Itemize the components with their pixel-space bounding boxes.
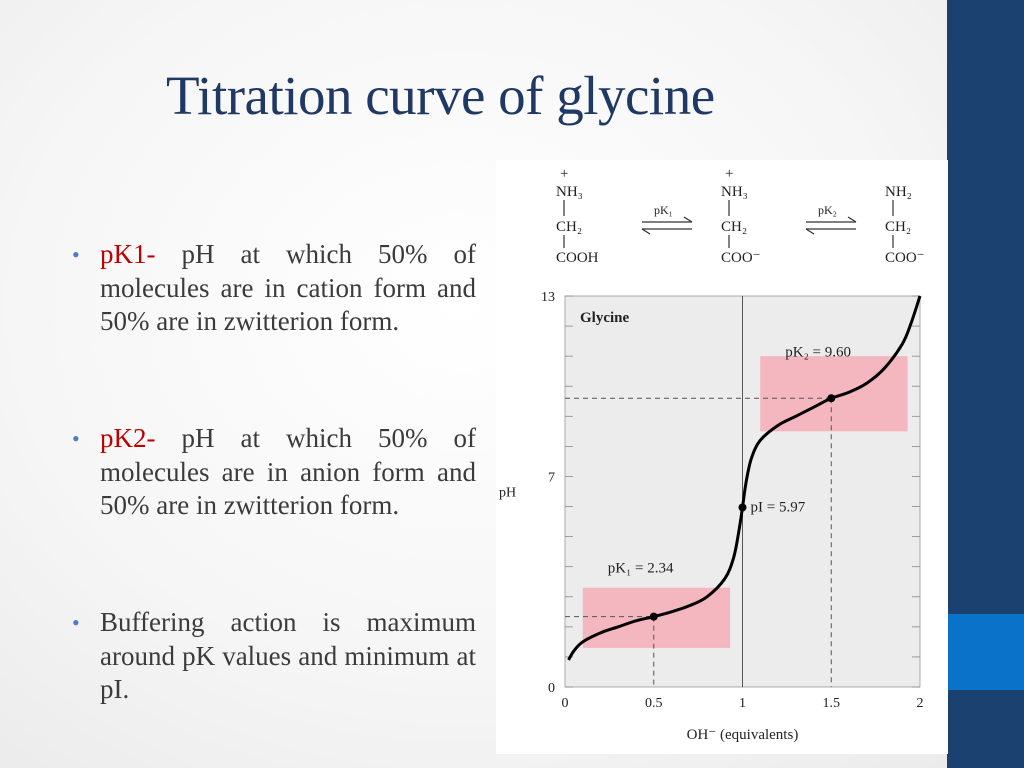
amine-label: NH₃ [556,184,583,200]
charge-label: + [560,166,568,182]
bullet-dash: - [146,423,156,453]
methylene-label: CH₂ [885,219,911,235]
bullet-dot-icon: • [72,426,80,451]
marker-point [827,394,836,403]
y-tick-label: 7 [548,470,555,485]
x-tick-label: 0 [562,696,569,711]
titration-chart: 0 7 13 0 0.5 1 1.5 2 pH OH⁻ (equivalents) Glycine p… [499,290,924,743]
arrow-label: pK₂ [818,203,837,217]
x-tick-label: 1 [739,696,746,711]
bullet-dot-icon: • [72,242,80,267]
x-tick-label: 2 [917,696,924,711]
x-axis-label: OH⁻ (equivalents) [687,727,799,743]
titration-svg: + NH₃ CH₂ COOH + NH₃ CH₂ COO⁻ NH₂ CH₂ CO… [499,166,925,743]
y-tick-label: 0 [548,681,555,696]
y-axis-label: pH [499,486,516,501]
amine-label: NH₂ [885,184,912,200]
side-accent-block [947,614,1024,690]
y-tick-label: 13 [541,290,555,305]
structure-zwitterion: + NH₃ CH₂ COO⁻ [721,166,761,266]
equilibrium-arrow-1: pK₁ [641,203,693,235]
bullet-buffering: • Buffering action is maximum around pK v… [72,606,476,707]
bullet-term: pK1 [100,239,147,269]
carboxylate-label: COO⁻ [885,250,925,266]
amine-label: NH₃ [721,184,748,200]
bullet-text: Buffering action is maximum around pK va… [100,607,476,704]
bullet-text: pH at which 50% of molecules are in cati… [100,239,476,336]
marker-point [649,612,658,621]
methylene-label: CH₂ [721,219,747,235]
bullet-text: pH at which 50% of molecules are in anio… [100,423,476,520]
structure-anion: NH₂ CH₂ COO⁻ [885,184,925,266]
x-tick-label: 0.5 [645,696,663,711]
charge-label: + [725,166,733,182]
methylene-label: CH₂ [556,219,582,235]
marker-point [738,503,747,512]
chart-title: Glycine [580,310,630,326]
bullet-pk2: • pK2- pH at which 50% of molecules are i… [72,422,476,523]
bullet-pk1: • pK1- pH at which 50% of molecules are i… [72,238,476,339]
equilibrium-arrow-2: pK₂ [805,203,857,235]
slide-title: Titration curve of glycine [166,65,715,126]
titration-figure: + NH₃ CH₂ COOH + NH₃ CH₂ COO⁻ NH₂ CH₂ CO… [496,160,948,754]
marker-label: pI = 5.97 [751,499,806,515]
bullet-dash: - [146,239,156,269]
carboxyl-label: COOH [556,250,599,266]
marker-label: pK₁ = 2.34 [608,561,674,577]
x-tick-label: 1.5 [823,696,841,711]
structure-cation: + NH₃ CH₂ COOH [556,166,599,266]
carboxylate-label: COO⁻ [721,250,761,266]
bullet-term: pK2 [100,423,147,453]
arrow-label: pK₁ [654,203,673,217]
marker-label: pK₂ = 9.60 [785,344,851,360]
bullet-dot-icon: • [72,610,80,635]
